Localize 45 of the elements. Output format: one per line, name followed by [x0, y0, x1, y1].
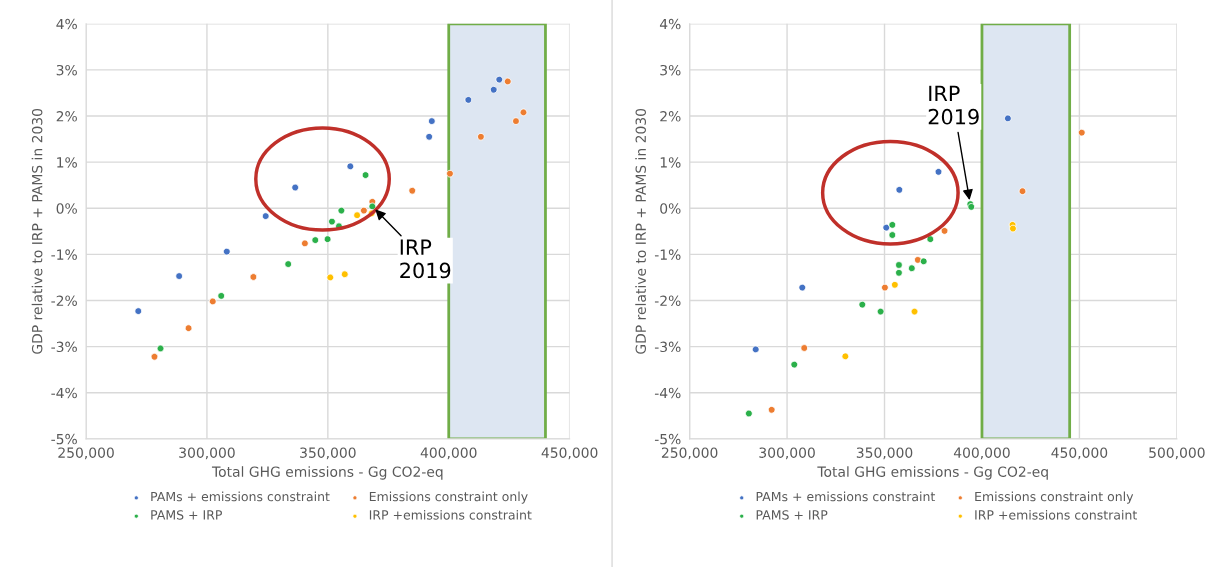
y-tick-label: -3% — [654, 341, 681, 353]
x-axis-title: Total GHG emissions - Gg CO2-eq — [817, 466, 1048, 480]
y-tick-label: -5% — [654, 433, 681, 445]
y-tick-label: 0% — [660, 203, 681, 214]
x-tick-label: 400,000 — [953, 447, 1010, 460]
x-tick-label: 300,000 — [759, 447, 815, 460]
x-tick-label: 300,000 — [179, 447, 235, 460]
legend-label: Emissions constraint only — [369, 491, 528, 504]
x-tick-label: 400,000 — [420, 447, 477, 460]
y-tick-label: 2% — [660, 111, 681, 122]
annotation: IRP 2019 — [928, 85, 979, 125]
y-tick-label: -2% — [51, 295, 77, 306]
x-tick-label: 350,000 — [856, 447, 913, 460]
y-tick-label: -1% — [51, 249, 77, 260]
legend-label: IRP +emissions constraint — [369, 509, 532, 520]
x-tick-label: 450,000 — [1051, 447, 1108, 460]
y-tick-label: -4% — [654, 387, 681, 399]
x-axis-title: Total GHG emissions - Gg CO2-eq — [211, 466, 443, 480]
x-tick-label: 450,000 — [541, 447, 598, 460]
x-tick-label: 250,000 — [661, 447, 718, 460]
y-tick-label: 0% — [56, 203, 77, 214]
legend-label: Emissions constraint only — [975, 491, 1134, 504]
legend-label: PAMS + IRP — [151, 510, 222, 520]
legend-label: PAMs + emissions constraint — [756, 491, 936, 502]
x-tick-label: 250,000 — [58, 447, 114, 460]
y-tick-label: 1% — [660, 157, 681, 168]
y-tick-label: 4% — [659, 18, 681, 30]
legend-label: PAMs + emissions constraint — [151, 491, 330, 502]
y-tick-label: 4% — [56, 18, 77, 30]
y-tick-label: -3% — [51, 341, 77, 353]
y-tick-label: -5% — [51, 433, 77, 445]
y-axis-title: GDP relative to IRP + PAMS in 2030 — [31, 108, 43, 354]
x-tick-label: 500,000 — [1149, 447, 1205, 460]
y-axis-title: GDP relative to IRP + PAMS in 2030 — [635, 108, 646, 354]
annotation: IRP 2019 — [400, 239, 451, 279]
y-tick-label: -1% — [654, 249, 681, 260]
x-tick-label: 350,000 — [300, 447, 356, 460]
y-tick-label: -4% — [51, 387, 77, 399]
y-tick-label: 1% — [57, 157, 77, 168]
y-tick-label: -2% — [654, 295, 681, 306]
y-tick-label: 3% — [660, 64, 681, 76]
legend-label: PAMS + IRP — [756, 510, 828, 520]
y-tick-label: 2% — [56, 111, 77, 122]
legend-label: IRP +emissions constraint — [975, 509, 1137, 520]
y-tick-label: 3% — [56, 64, 77, 76]
